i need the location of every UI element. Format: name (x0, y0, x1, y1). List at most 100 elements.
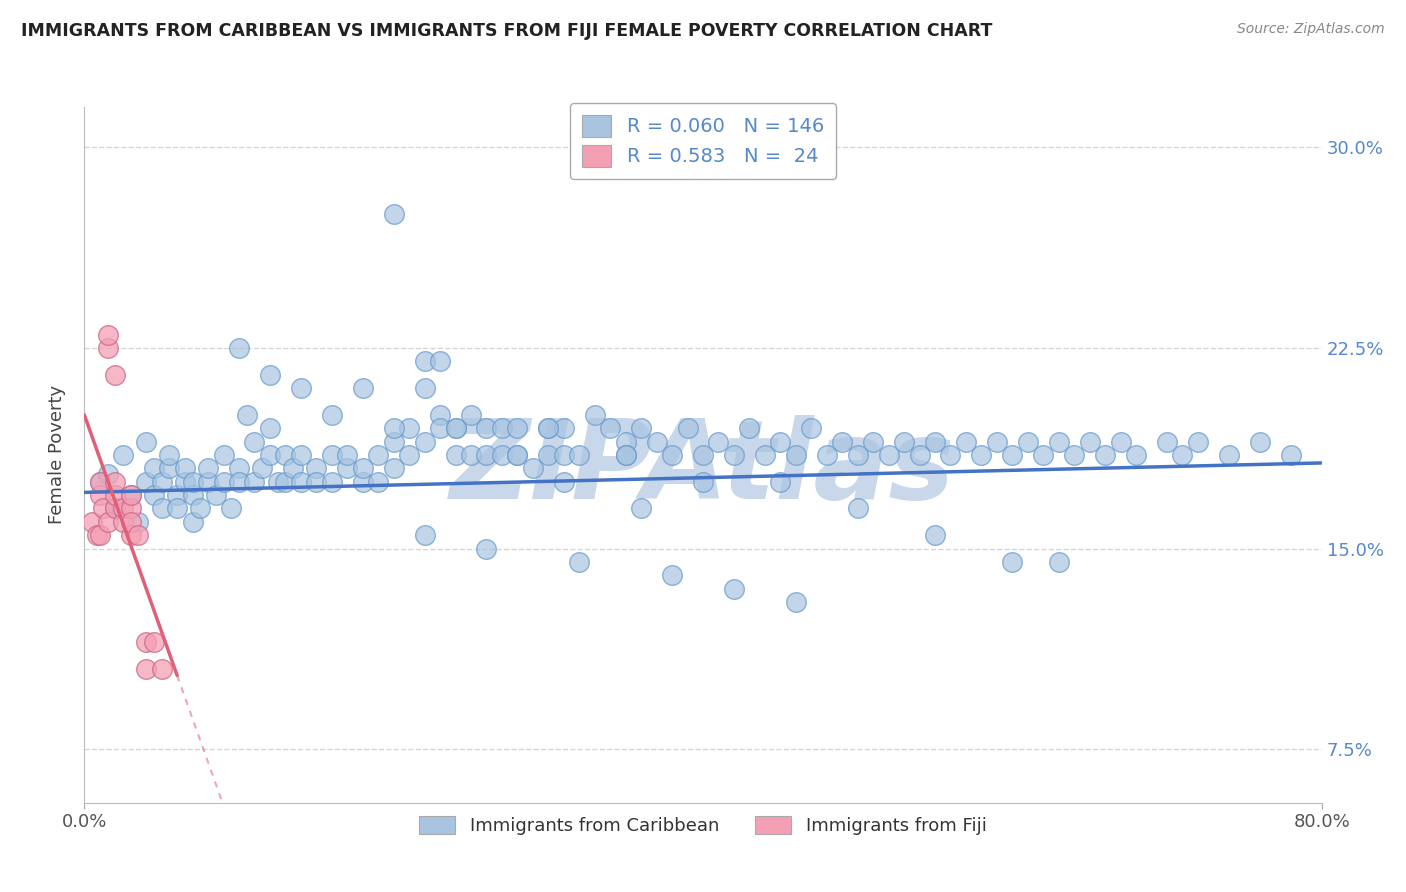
Point (877, 448, 900, 462)
Point (219, 501, 242, 516)
Point (754, 448, 776, 462)
Point (553, 448, 575, 462)
Point (86, 528, 108, 542)
Point (568, 555, 591, 569)
Point (181, 515, 204, 529)
Point (382, 207, 405, 221)
Point (135, 635, 157, 649)
Point (259, 421, 281, 435)
Point (614, 434, 637, 449)
Point (112, 501, 135, 516)
Point (460, 448, 482, 462)
Point (1001, 448, 1024, 462)
Point (692, 475, 714, 489)
Point (614, 448, 637, 462)
Point (135, 475, 157, 489)
Point (181, 488, 204, 502)
Point (785, 595, 807, 609)
Point (537, 421, 560, 435)
Point (630, 501, 652, 516)
Point (89, 528, 111, 542)
Point (274, 448, 297, 462)
Point (522, 461, 544, 475)
Text: Source: ZipAtlas.com: Source: ZipAtlas.com (1237, 22, 1385, 37)
Point (143, 461, 166, 475)
Point (382, 421, 405, 435)
Point (367, 475, 389, 489)
Point (846, 501, 869, 516)
Point (815, 448, 838, 462)
Point (661, 568, 683, 582)
Point (228, 461, 250, 475)
Point (159, 461, 180, 475)
Point (228, 475, 250, 489)
Text: ZIPAtlas: ZIPAtlas (450, 416, 956, 523)
Point (120, 488, 142, 502)
Point (352, 381, 374, 395)
Point (166, 501, 188, 516)
Point (305, 461, 328, 475)
Point (661, 448, 683, 462)
Point (444, 421, 467, 435)
Point (1047, 555, 1070, 569)
Y-axis label: Female Poverty: Female Poverty (48, 385, 66, 524)
Point (444, 448, 467, 462)
Point (1249, 434, 1271, 449)
Point (166, 488, 188, 502)
Point (174, 461, 197, 475)
Point (104, 368, 127, 382)
Point (104, 501, 127, 516)
Point (382, 461, 405, 475)
Point (986, 434, 1008, 449)
Point (188, 501, 211, 516)
Point (491, 448, 513, 462)
Point (259, 448, 281, 462)
Point (1063, 448, 1085, 462)
Point (862, 434, 884, 449)
Point (112, 515, 135, 529)
Point (553, 421, 575, 435)
Point (769, 475, 792, 489)
Point (599, 421, 621, 435)
Point (89, 475, 111, 489)
Point (352, 475, 374, 489)
Point (321, 448, 343, 462)
Point (259, 368, 281, 382)
Point (413, 434, 436, 449)
Point (1017, 434, 1039, 449)
Point (82, 515, 104, 529)
Point (553, 475, 575, 489)
Point (174, 475, 197, 489)
Point (120, 488, 142, 502)
Point (159, 448, 180, 462)
Point (800, 421, 823, 435)
Text: IMMIGRANTS FROM CARIBBEAN VS IMMIGRANTS FROM FIJI FEMALE POVERTY CORRELATION CHA: IMMIGRANTS FROM CARIBBEAN VS IMMIGRANTS … (21, 22, 993, 40)
Point (924, 434, 946, 449)
Point (970, 448, 993, 462)
Point (89, 475, 111, 489)
Point (491, 421, 513, 435)
Point (769, 434, 792, 449)
Point (290, 381, 312, 395)
Point (274, 475, 297, 489)
Point (150, 662, 173, 676)
Point (1047, 434, 1070, 449)
Point (908, 448, 931, 462)
Point (475, 421, 498, 435)
Point (135, 434, 157, 449)
Point (281, 461, 305, 475)
Point (205, 488, 228, 502)
Point (413, 354, 436, 368)
Point (143, 635, 166, 649)
Point (676, 421, 699, 435)
Point (413, 381, 436, 395)
Point (413, 528, 436, 542)
Point (150, 475, 173, 489)
Point (1094, 448, 1116, 462)
Point (475, 448, 498, 462)
Point (197, 475, 219, 489)
Point (537, 421, 560, 435)
Point (112, 448, 135, 462)
Point (336, 461, 359, 475)
Point (1218, 448, 1240, 462)
